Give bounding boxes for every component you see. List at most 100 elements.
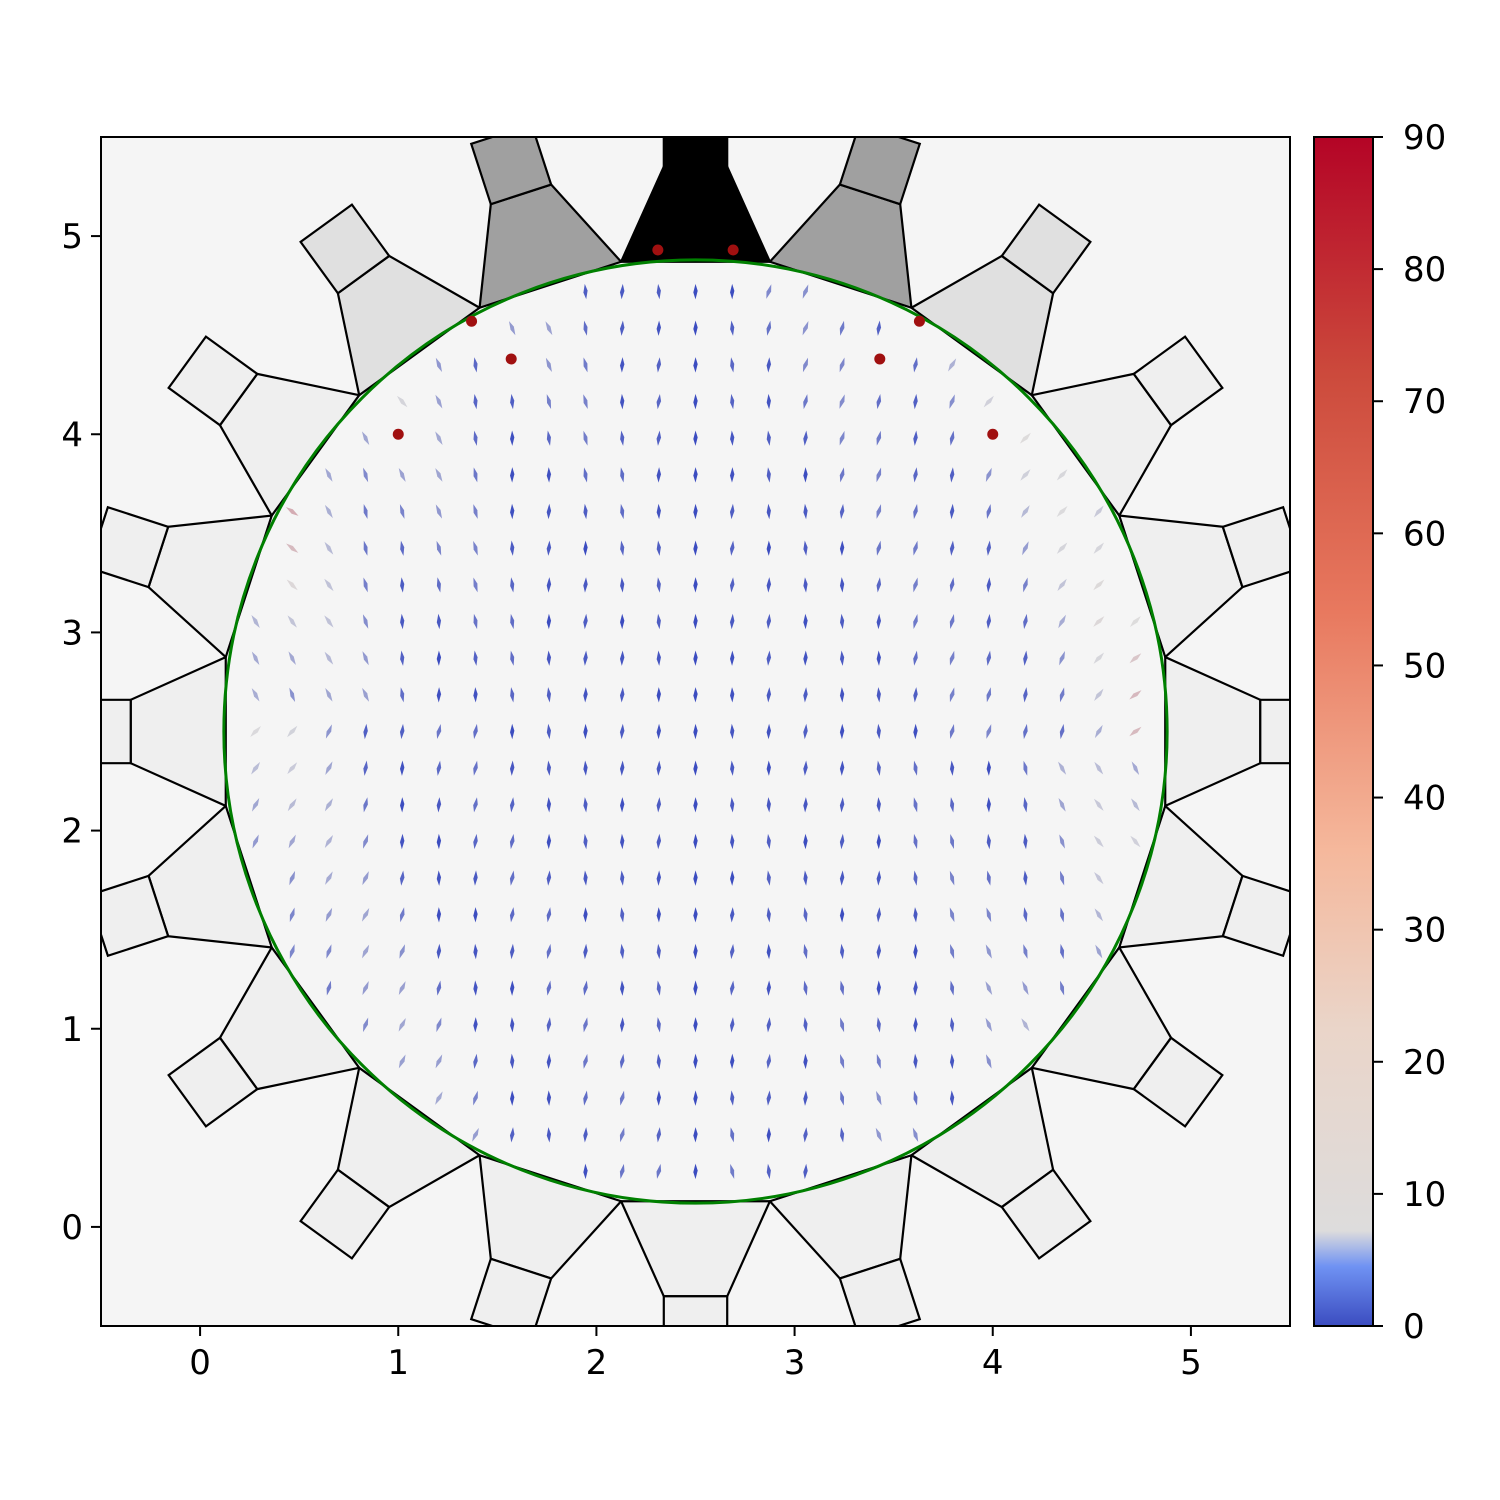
director-arrow [876, 833, 881, 850]
director-arrow [913, 393, 918, 410]
director-arrow [693, 320, 698, 336]
director-arrow [583, 797, 588, 813]
director-arrow [1060, 870, 1065, 886]
director-arrow [656, 467, 662, 483]
director-arrow [286, 543, 299, 553]
director-arrow [876, 320, 882, 336]
director-arrow [803, 577, 808, 593]
director-arrow [949, 613, 955, 630]
director-arrow [583, 357, 588, 373]
director-arrow [436, 577, 441, 593]
director-arrow [730, 1090, 735, 1106]
director-arrow [730, 320, 735, 336]
director-arrow [250, 725, 261, 738]
director-arrow [766, 650, 772, 666]
director-arrow [1023, 870, 1028, 886]
director-arrow [398, 1054, 406, 1069]
director-arrow [693, 393, 698, 410]
director-arrow [913, 907, 918, 923]
director-arrow [510, 577, 515, 593]
director-arrow [435, 504, 443, 519]
director-arrow [803, 943, 808, 960]
director-arrow [803, 760, 808, 776]
director-arrow [361, 907, 370, 922]
director-arrow [546, 833, 552, 850]
director-arrow [546, 1090, 552, 1106]
director-arrow [950, 1017, 955, 1033]
director-arrow [913, 357, 918, 373]
director-arrow [730, 650, 735, 666]
director-arrow [913, 980, 918, 996]
director-arrow [656, 760, 662, 776]
director-arrow [620, 797, 625, 813]
director-arrow [400, 687, 405, 703]
director-arrow [619, 687, 625, 703]
director-arrow [913, 577, 918, 593]
director-arrow [363, 834, 369, 849]
director-arrow [840, 1090, 845, 1106]
director-arrow [986, 613, 992, 630]
director-arrow [839, 430, 845, 446]
director-arrow [363, 504, 368, 519]
director-arrow [398, 467, 406, 482]
director-arrow [803, 1090, 808, 1106]
director-arrow [619, 320, 625, 336]
director-arrow [546, 430, 551, 446]
director-arrow [839, 907, 845, 923]
director-arrow [876, 870, 882, 886]
director-arrow [693, 1017, 698, 1033]
director-arrow [620, 870, 625, 886]
director-arrow [986, 503, 992, 520]
director-arrow [1093, 835, 1104, 848]
director-arrow [473, 1017, 478, 1033]
director-arrow [545, 357, 552, 373]
director-arrow [286, 579, 298, 591]
director-arrow [1023, 907, 1028, 923]
colorbar-tick-label: 10 [1403, 1175, 1446, 1215]
director-arrow [546, 1053, 552, 1070]
director-arrow [876, 540, 882, 556]
director-arrow [730, 760, 735, 776]
director-arrow [876, 650, 881, 666]
director-arrow [619, 1053, 625, 1070]
director-arrow [949, 1090, 955, 1106]
director-arrow [985, 1054, 992, 1069]
director-arrow [473, 613, 478, 630]
director-arrow [949, 907, 955, 923]
director-arrow [399, 833, 405, 850]
director-arrow [546, 760, 552, 776]
director-arrow [913, 430, 918, 446]
director-arrow [287, 615, 297, 628]
director-arrow [287, 725, 298, 738]
director-arrow [509, 797, 515, 813]
director-arrow [949, 540, 955, 556]
director-arrow [656, 357, 662, 373]
director-arrow [1022, 981, 1029, 996]
director-arrow [620, 577, 625, 593]
director-arrow [1022, 541, 1029, 556]
director-arrow [288, 834, 296, 849]
director-arrow [285, 507, 299, 516]
ring-pad [838, 1257, 922, 1326]
director-arrow [913, 870, 918, 886]
director-arrow [656, 907, 661, 923]
director-arrow [766, 503, 771, 520]
director-arrow [473, 467, 478, 483]
colorbar-tick-label: 70 [1403, 382, 1446, 422]
director-arrow [949, 870, 955, 886]
director-arrow [839, 833, 845, 850]
director-arrow [620, 907, 625, 923]
director-arrow [620, 833, 625, 850]
director-arrow [1129, 616, 1141, 627]
director-arrow [1023, 760, 1028, 776]
director-arrow [766, 760, 771, 776]
director-arrow [473, 540, 478, 556]
director-arrow [324, 834, 333, 849]
director-arrow [729, 1017, 735, 1033]
director-arrow [546, 650, 552, 666]
director-arrow [363, 797, 368, 813]
director-arrow [510, 1053, 515, 1070]
director-arrow [620, 613, 625, 630]
director-arrow [510, 393, 515, 410]
director-arrow [766, 1090, 772, 1106]
